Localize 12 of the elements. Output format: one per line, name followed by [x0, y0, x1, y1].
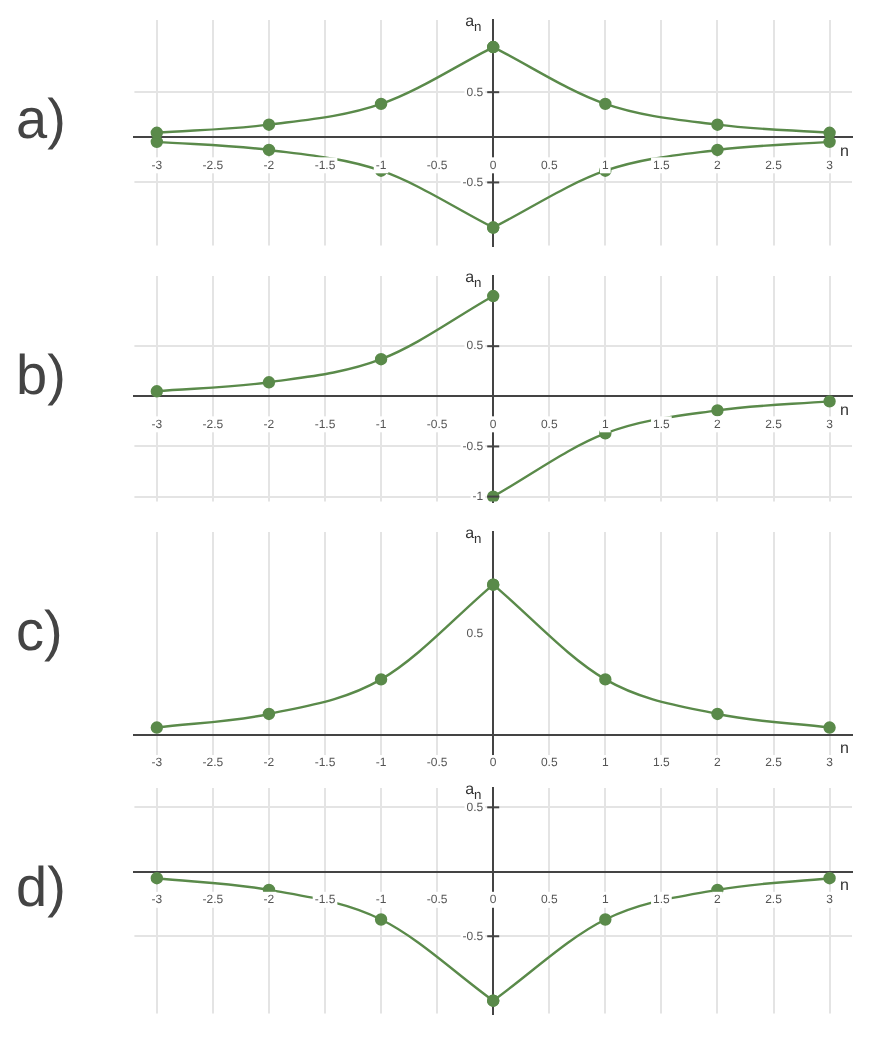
chart-title: c) [16, 600, 63, 664]
y-axis-title: a$_{n}$ [465, 12, 482, 36]
y-axis-title: a$_{n}$ [465, 524, 482, 548]
y-axis-title: a$_{n}$ [465, 268, 482, 292]
text: a) [16, 88, 66, 152]
x-axis-title: n [840, 400, 849, 419]
y-axis-title: a$_{n}$ [465, 780, 482, 804]
text: b) [16, 344, 66, 408]
x-axis-title: n [840, 141, 849, 160]
x-axis-title: n [840, 876, 849, 895]
text: d) [16, 856, 66, 920]
x-axis-title: n [840, 739, 849, 758]
